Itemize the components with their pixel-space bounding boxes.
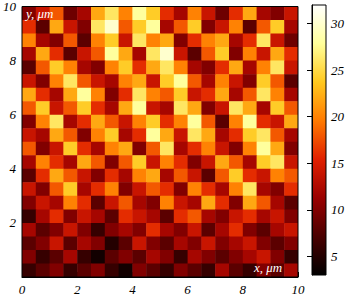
svg-text:2: 2 (74, 282, 81, 297)
svg-text:15: 15 (331, 156, 345, 171)
svg-text:10: 10 (3, 0, 17, 14)
svg-text:20: 20 (331, 109, 345, 124)
svg-text:4: 4 (10, 161, 17, 176)
svg-text:2: 2 (10, 215, 17, 230)
svg-text:30: 30 (330, 16, 345, 31)
svg-text:6: 6 (184, 282, 191, 297)
svg-text:x, μm: x, μm (253, 260, 282, 275)
svg-text:8: 8 (240, 282, 247, 297)
svg-text:8: 8 (10, 53, 17, 68)
svg-text:4: 4 (129, 282, 136, 297)
svg-text:6: 6 (10, 107, 17, 122)
svg-text:10: 10 (331, 202, 345, 217)
svg-text:10: 10 (292, 282, 306, 297)
svg-text:5: 5 (331, 249, 338, 264)
svg-text:25: 25 (331, 63, 345, 78)
svg-text:0: 0 (19, 282, 26, 297)
svg-text:y, μm: y, μm (24, 6, 53, 21)
